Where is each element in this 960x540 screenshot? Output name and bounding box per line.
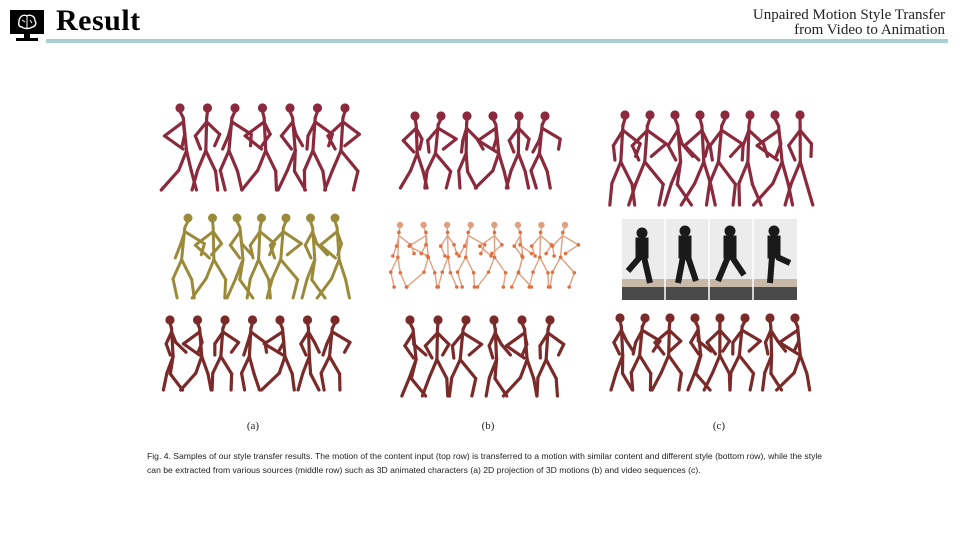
video-frames-image <box>622 219 797 300</box>
stick-figure <box>475 221 508 289</box>
stick-figure <box>400 315 428 398</box>
stick-figure <box>398 111 429 190</box>
stick-figure <box>609 313 635 392</box>
stick-figure <box>240 103 279 192</box>
stick-figure <box>751 110 795 207</box>
stick-figure <box>527 221 554 289</box>
stick-figure <box>783 110 815 207</box>
stick-figure <box>190 213 228 300</box>
stick-figure <box>760 313 788 392</box>
stick-figure <box>218 103 253 192</box>
stick-figure <box>319 315 352 392</box>
figure-caption: Fig. 4. Samples of our style transfer re… <box>147 451 823 475</box>
subtitle-line-1: Unpaired Motion Style Transfer <box>752 7 945 23</box>
stick-figure <box>239 315 269 392</box>
stick-figure <box>728 313 762 392</box>
stick-figure <box>300 213 329 300</box>
stick-figure <box>388 221 416 289</box>
stick-figure <box>686 313 713 392</box>
stick-figure <box>702 313 732 392</box>
panel-label-a: (a) <box>246 420 260 432</box>
stick-figure <box>296 315 321 392</box>
brain-monitor-logo-icon <box>10 10 44 41</box>
stick-figure <box>608 110 642 207</box>
stick-figure <box>529 111 562 190</box>
stick-figure <box>501 315 539 398</box>
stick-figure <box>737 110 770 207</box>
stick-figure <box>259 315 296 392</box>
stick-figure <box>484 315 512 398</box>
subtitle-line-2: from Video to Animation <box>794 22 945 38</box>
stick-figure <box>190 103 222 192</box>
stick-figure <box>548 221 581 289</box>
stick-figure <box>404 221 439 289</box>
stick-figure <box>276 103 308 192</box>
stick-figure <box>627 110 668 207</box>
stick-figure <box>302 103 334 192</box>
stick-figure <box>423 111 458 190</box>
stick-figure <box>679 110 717 207</box>
stick-figure <box>455 221 487 289</box>
stick-figure <box>225 213 255 300</box>
stick-figure <box>447 315 484 398</box>
stick-figure <box>509 221 534 289</box>
stick-figure <box>161 315 188 392</box>
stick-figure <box>650 313 683 392</box>
page-title: Result <box>56 4 141 37</box>
stick-figure <box>535 315 566 398</box>
header-rule <box>46 39 948 43</box>
stick-figure <box>265 213 303 300</box>
stick-figure <box>436 221 459 289</box>
stick-figure <box>504 111 531 190</box>
stick-figure <box>323 103 361 192</box>
stick-figure <box>775 313 812 392</box>
stick-figure <box>420 315 451 398</box>
panel-label-c: (c) <box>712 420 726 432</box>
stick-figure <box>315 213 351 300</box>
header-subtitle: Unpaired Motion Style Transfer from Vide… <box>753 8 945 38</box>
panel-label-b: (b) <box>481 420 495 432</box>
stick-figure <box>704 110 744 207</box>
stick-figure <box>629 313 662 392</box>
stick-figure <box>210 315 241 392</box>
stick-figure <box>473 111 510 190</box>
stick-figure <box>159 103 199 192</box>
stick-figure <box>457 111 485 190</box>
